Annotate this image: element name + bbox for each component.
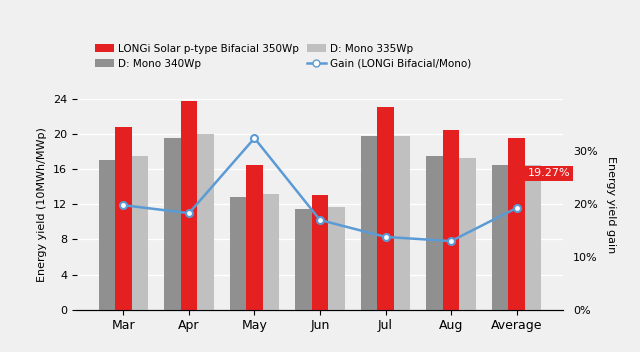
Y-axis label: Energy yield (10MWh/MWp): Energy yield (10MWh/MWp) xyxy=(37,127,47,282)
Text: 19.27%: 19.27% xyxy=(528,168,571,178)
Bar xyxy=(508,138,525,310)
Bar xyxy=(443,130,460,310)
Bar xyxy=(99,160,115,310)
Bar xyxy=(394,137,410,310)
Bar xyxy=(361,136,378,310)
Bar xyxy=(164,138,180,310)
Bar xyxy=(262,194,279,310)
Y-axis label: Energy yield gain: Energy yield gain xyxy=(606,156,616,253)
Legend: LONGi Solar p-type Bifacial 350Wp, D: Mono 340Wp, D: Mono 335Wp, Gain (LONGi Bif: LONGi Solar p-type Bifacial 350Wp, D: Mo… xyxy=(92,40,474,72)
Bar xyxy=(312,195,328,310)
Bar xyxy=(115,127,132,310)
Bar xyxy=(296,208,312,310)
Bar xyxy=(197,134,214,310)
Bar xyxy=(525,165,541,310)
Bar xyxy=(328,207,344,310)
Bar xyxy=(180,101,197,310)
Bar xyxy=(378,107,394,310)
Bar xyxy=(230,197,246,310)
Bar xyxy=(246,165,262,310)
Bar xyxy=(426,156,443,310)
Bar xyxy=(492,165,508,310)
Bar xyxy=(460,158,476,310)
Bar xyxy=(132,156,148,310)
